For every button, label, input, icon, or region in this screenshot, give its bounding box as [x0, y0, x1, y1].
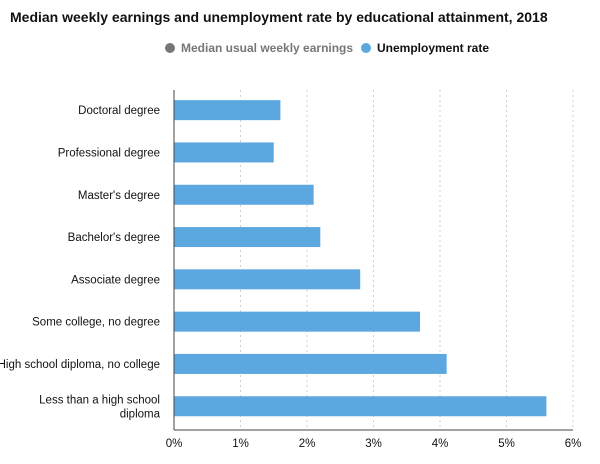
category-label: Some college, no degree [32, 317, 160, 329]
bar [174, 142, 274, 163]
category-label: Associate degree [71, 274, 160, 286]
legend-marker-1 [361, 43, 371, 53]
legend-marker-0 [165, 43, 175, 53]
bar [174, 269, 361, 290]
x-tick-label: 4% [432, 438, 449, 450]
category-label: Bachelor's degree [68, 232, 160, 244]
category-label: diploma [120, 408, 161, 420]
bar [174, 311, 421, 332]
bar [174, 100, 281, 121]
x-tick-label: 1% [232, 438, 249, 450]
legend: Median usual weekly earnings Unemployment… [165, 41, 489, 55]
category-label: Doctoral degree [78, 105, 160, 117]
legend-label-1: Unemployment rate [377, 41, 489, 55]
bar [174, 353, 447, 374]
x-tick-label: 3% [365, 438, 382, 450]
bar [174, 227, 321, 248]
category-label: Less than a high school [39, 394, 160, 406]
legend-label-0: Median usual weekly earnings [181, 41, 353, 55]
category-label: High school diploma, no college [0, 359, 160, 371]
x-tick-label: 5% [498, 438, 515, 450]
grid-lines [240, 90, 574, 430]
axis [173, 90, 573, 431]
category-label: Master's degree [78, 190, 160, 202]
bar [174, 184, 314, 205]
chart-title: Median weekly earnings and unemployment … [10, 9, 548, 25]
x-tick-label: 0% [166, 438, 183, 450]
bars [174, 100, 547, 417]
x-tick-label: 2% [299, 438, 316, 450]
x-tick-label: 6% [565, 438, 582, 450]
category-labels: Doctoral degree Professional degree Master… [0, 105, 161, 420]
tick-labels: 0% 1% 2% 3% 4% 5% 6% [166, 438, 582, 450]
bar [174, 396, 547, 417]
category-label: Professional degree [58, 147, 160, 159]
